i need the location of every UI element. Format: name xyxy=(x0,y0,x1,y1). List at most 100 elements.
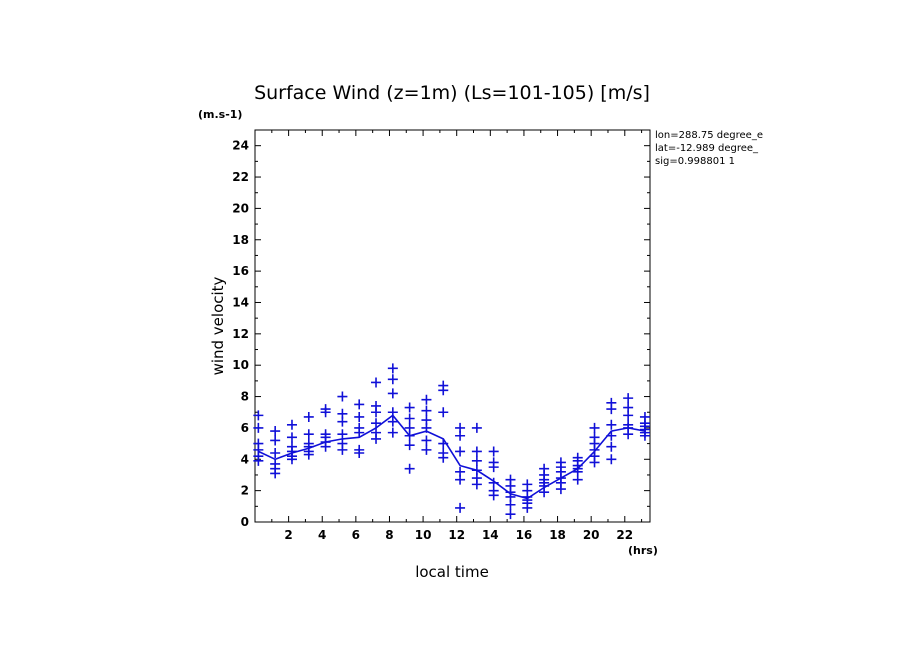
data-point xyxy=(455,430,466,441)
data-point xyxy=(471,422,482,433)
y-tick-label: 24 xyxy=(232,139,249,153)
data-point xyxy=(488,490,499,501)
data-point xyxy=(505,509,516,520)
x-tick-label: 10 xyxy=(415,528,432,542)
data-point xyxy=(303,411,314,422)
data-point xyxy=(505,499,516,510)
data-point xyxy=(253,410,264,421)
y-axis-label: wind velocity xyxy=(209,276,227,375)
x-tick-label: 2 xyxy=(284,528,292,542)
data-point xyxy=(421,405,432,416)
x-axis-label: local time xyxy=(415,563,489,581)
data-point xyxy=(286,419,297,430)
x-tick-label: 22 xyxy=(616,528,633,542)
x-tick-label: 4 xyxy=(318,528,326,542)
data-point xyxy=(286,432,297,443)
data-point xyxy=(421,444,432,455)
data-point xyxy=(286,454,297,465)
y-tick-label: 12 xyxy=(232,327,249,341)
data-point xyxy=(387,363,398,374)
y-tick-label: 2 xyxy=(241,484,249,498)
x-tick-label: 8 xyxy=(385,528,393,542)
data-point xyxy=(303,449,314,460)
data-point xyxy=(606,430,617,441)
y-tick-label: 16 xyxy=(232,264,249,278)
data-point xyxy=(421,394,432,405)
info-lat: lat=-12.989 degree_ xyxy=(655,143,759,154)
data-point xyxy=(522,502,533,513)
y-tick-label: 18 xyxy=(232,233,249,247)
data-point xyxy=(589,422,600,433)
data-point xyxy=(455,502,466,513)
mean-series-line xyxy=(258,414,646,500)
y-tick-label: 10 xyxy=(232,358,249,372)
data-point xyxy=(471,446,482,457)
data-point xyxy=(303,429,314,440)
data-point xyxy=(387,407,398,418)
x-tick-label: 20 xyxy=(583,528,600,542)
data-point xyxy=(455,474,466,485)
chart-title: Surface Wind (z=1m) (Ls=101-105) [m/s] xyxy=(254,82,650,104)
data-point xyxy=(404,402,415,413)
data-point xyxy=(337,391,348,402)
data-point xyxy=(387,374,398,385)
x-tick-label: 18 xyxy=(549,528,566,542)
info-sig: sig=0.998801 1 xyxy=(655,156,735,167)
y-tick-label: 0 xyxy=(241,515,249,529)
data-point xyxy=(404,463,415,474)
data-point xyxy=(253,422,264,433)
x-units-label: (hrs) xyxy=(628,544,658,557)
data-point xyxy=(270,468,281,479)
data-point xyxy=(438,452,449,463)
data-point xyxy=(555,484,566,495)
data-point xyxy=(572,474,583,485)
data-point xyxy=(320,441,331,452)
data-point xyxy=(471,455,482,466)
x-tick-label: 14 xyxy=(482,528,499,542)
data-point xyxy=(606,454,617,465)
data-point xyxy=(623,410,634,421)
data-point xyxy=(354,427,365,438)
data-point xyxy=(337,416,348,427)
x-tick-label: 12 xyxy=(448,528,465,542)
y-tick-label: 20 xyxy=(232,201,249,215)
data-point xyxy=(387,427,398,438)
data-point xyxy=(438,438,449,449)
data-point xyxy=(354,448,365,459)
data-point xyxy=(421,422,432,433)
data-point xyxy=(270,426,281,437)
data-point xyxy=(404,430,415,441)
data-point xyxy=(354,411,365,422)
data-point xyxy=(371,377,382,388)
data-point xyxy=(337,429,348,440)
x-tick-label: 6 xyxy=(352,528,360,542)
y-tick-label: 4 xyxy=(241,452,249,466)
data-point xyxy=(438,407,449,418)
data-point xyxy=(606,419,617,430)
data-point xyxy=(421,435,432,446)
data-point xyxy=(270,448,281,459)
data-point xyxy=(471,479,482,490)
sample-markers xyxy=(253,363,650,520)
data-point xyxy=(371,407,382,418)
y-units-label: (m.s-1) xyxy=(198,108,242,121)
data-point xyxy=(371,418,382,429)
data-point xyxy=(623,393,634,404)
data-point xyxy=(404,413,415,424)
plot-frame xyxy=(254,129,651,523)
x-tick-label: 16 xyxy=(516,528,533,542)
y-tick-label: 6 xyxy=(241,421,249,435)
data-point xyxy=(488,446,499,457)
data-point xyxy=(539,487,550,498)
data-point xyxy=(320,407,331,418)
y-tick-label: 8 xyxy=(241,390,249,404)
data-point xyxy=(606,404,617,415)
y-tick-label: 14 xyxy=(232,295,249,309)
data-point xyxy=(623,429,634,440)
x-axis: 2 4 6 8 10 12 14 16 18 20 22 xyxy=(271,130,643,542)
data-point xyxy=(438,385,449,396)
data-point xyxy=(354,399,365,410)
y-tick-label: 22 xyxy=(232,170,249,184)
data-point xyxy=(404,440,415,451)
